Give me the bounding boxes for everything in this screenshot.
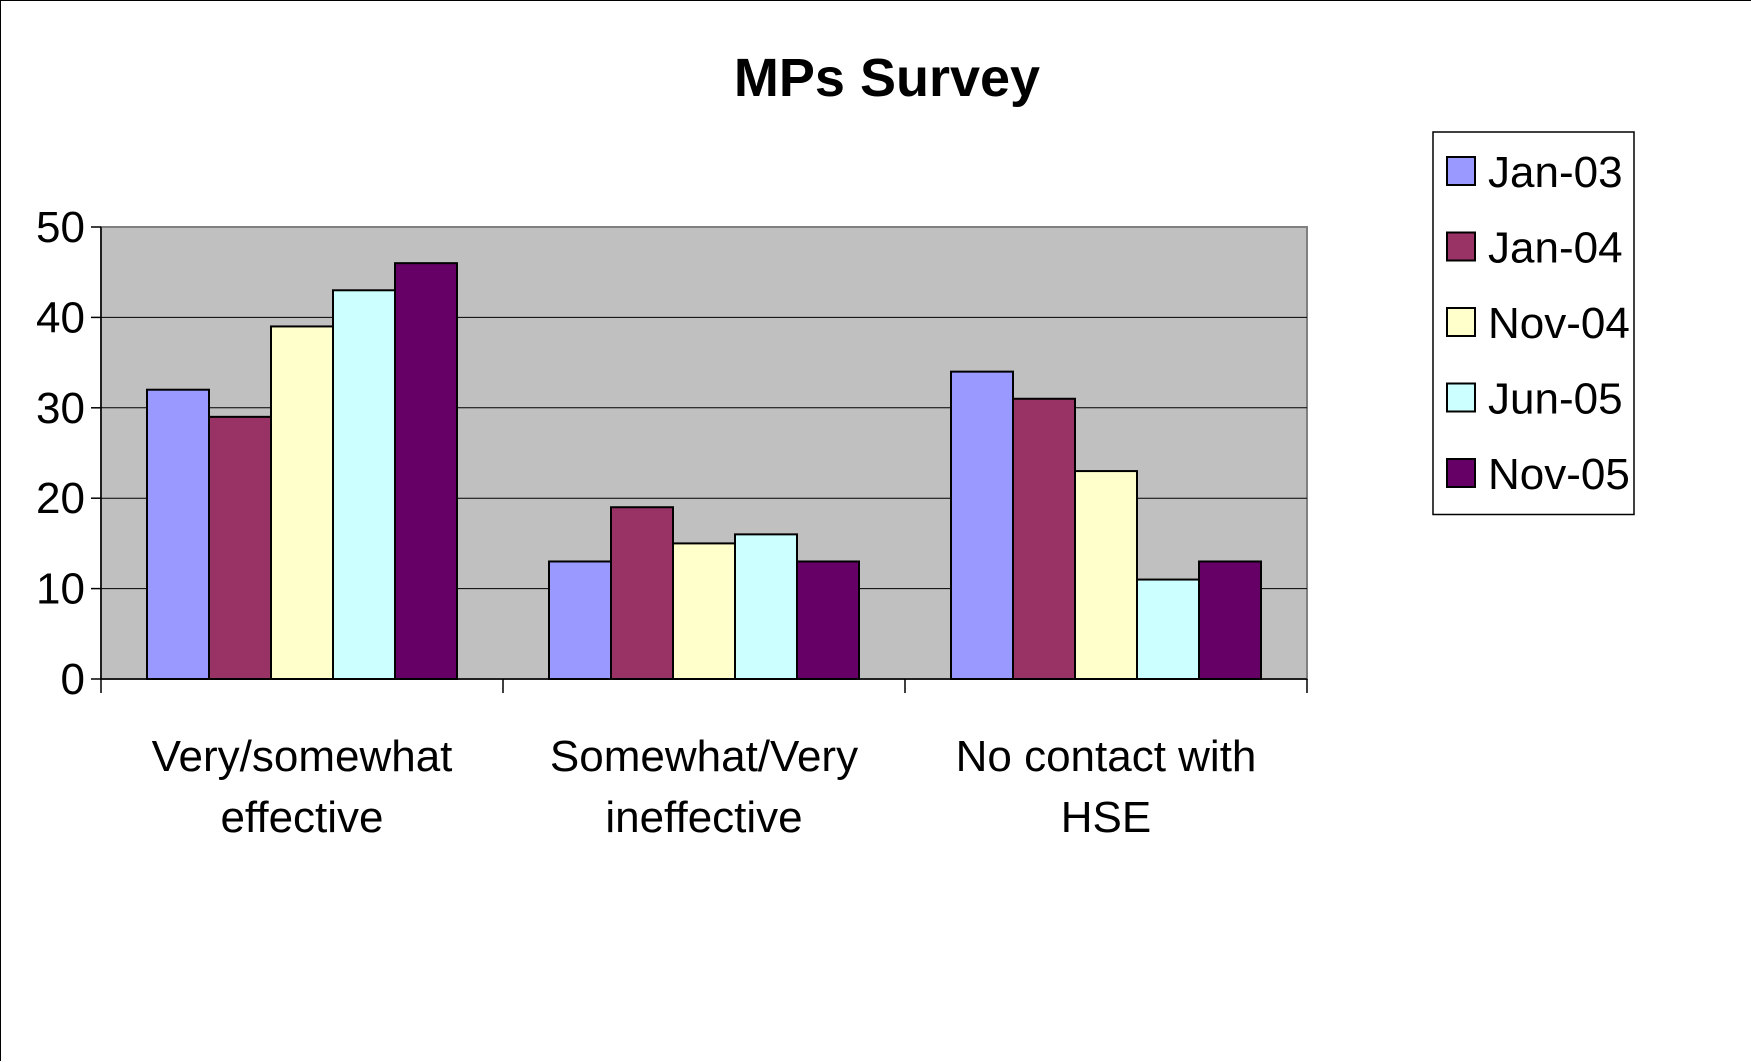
x-category-label: effective [220,793,383,842]
y-tick-label: 50 [36,203,85,252]
x-category-label: Somewhat/Very [550,732,858,781]
legend-label-jan-03: Jan-03 [1488,148,1623,197]
legend-swatch-nov-04 [1446,307,1476,337]
legend-swatch-jan-04 [1446,231,1476,262]
legend-swatch-jun-05 [1446,382,1476,413]
bar-nov-04 [1074,470,1138,680]
bar-nov-04 [672,542,736,681]
x-category-label: HSE [1061,793,1151,842]
bar-jun-05 [1136,578,1200,680]
y-tick-label: 30 [36,384,85,433]
legend: Jan-03 Jan-04 Nov-04 Jun-05 Nov-05 [1432,131,1635,516]
x-category-label: No contact with [956,732,1257,781]
bar-jan-04 [208,415,272,680]
legend-label-nov-05: Nov-05 [1488,450,1630,499]
bar-jan-04 [1012,397,1076,680]
bar-jan-03 [950,370,1014,680]
y-tick-label: 10 [36,565,85,614]
legend-label-jan-04: Jan-04 [1488,224,1623,273]
y-tick-label: 20 [36,474,85,523]
y-tick-label: 0 [61,655,85,704]
bar-nov-05 [796,560,860,680]
bar-jun-05 [734,533,798,680]
bar-nov-04 [270,325,334,680]
legend-label-nov-04: Nov-04 [1488,299,1630,348]
legend-swatch-nov-05 [1446,458,1476,488]
legend-swatch-jan-03 [1446,156,1476,186]
bar-jun-05 [332,289,396,680]
bar-jan-03 [548,560,612,680]
bar-nov-05 [1198,560,1262,680]
chart-title: MPs Survey [734,48,1040,108]
axes: 0 10 20 30 40 50 Very/somewhat effective Somewha… [36,203,1308,842]
bar-jan-04 [610,506,674,680]
bar-jan-03 [146,388,210,680]
y-tick-label: 40 [36,293,85,342]
legend-label-jun-05: Jun-05 [1488,375,1623,424]
bar-nov-05 [394,262,458,680]
x-category-label: ineffective [605,793,802,842]
x-category-label: Very/somewhat [152,732,453,781]
